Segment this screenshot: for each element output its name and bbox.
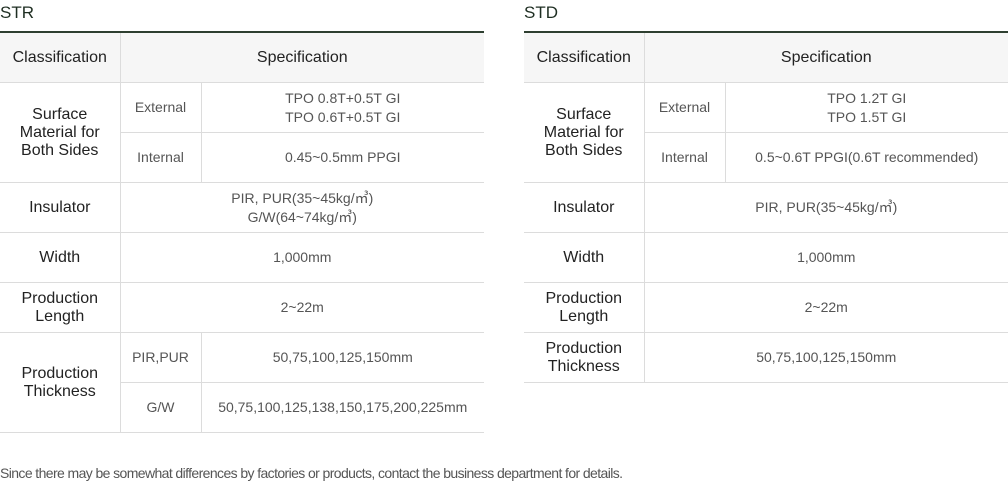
external-label: External [119,82,201,133]
width-label: Width [0,232,120,283]
table-row: G/W 50,75,100,125,138,150,175,200,225mm [0,382,484,433]
gw-label: G/W [119,382,201,433]
production-thickness-label: Production Thickness [0,332,120,433]
surface-material-label: Surface Material for Both Sides [524,82,644,183]
str-panel: STR Classification Specification Surface… [0,0,484,433]
classification-header: Classification [524,33,644,83]
pir-pur-value: 50,75,100,125,150mm [200,332,484,383]
str-spec-table: Classification Specification Surface Mat… [0,33,484,433]
table-row: Insulator PIR, PUR(35~45kg/㎥) [524,182,1008,233]
table-row: Surface Material for Both Sides External… [0,82,484,183]
table-row: Surface Material for Both Sides External… [524,82,1008,183]
table-row: Internal 0.5~0.6T PPGI(0.6T recommended) [524,132,1008,183]
str-title: STR [0,0,484,33]
std-panel: STD Classification Specification Surface… [524,0,1008,383]
insulator-label: Insulator [0,182,120,233]
table-row: Internal 0.45~0.5mm PPGI [0,132,484,183]
classification-header: Classification [0,33,120,83]
surface-material-label: Surface Material for Both Sides [0,82,120,183]
insulator-value: PIR, PUR(35~45kg/㎥) [643,182,1008,233]
external-value: TPO 0.8T+0.5T GI TPO 0.6T+0.5T GI [200,82,484,133]
internal-value: 0.45~0.5mm PPGI [200,132,484,183]
external-value: TPO 1.2T GI TPO 1.5T GI [724,82,1008,133]
gw-value: 50,75,100,125,138,150,175,200,225mm [200,382,484,433]
footnote: Since there may be somewhat differences … [0,465,623,481]
width-value: 1,000mm [643,232,1008,283]
table-row: Insulator PIR, PUR(35~45kg/㎥) G/W(64~74k… [0,182,484,233]
production-length-value: 2~22m [119,282,484,333]
production-length-label: Production Length [524,282,644,333]
table-header-row: Classification Specification [524,33,1008,83]
table-row: Production Length 2~22m [524,282,1008,333]
internal-label: Internal [119,132,201,183]
width-value: 1,000mm [119,232,484,283]
table-header-row: Classification Specification [0,33,484,83]
table-row: Production Length 2~22m [0,282,484,333]
specification-header: Specification [643,33,1008,83]
production-length-value: 2~22m [643,282,1008,333]
external-label: External [643,82,725,133]
internal-value: 0.5~0.6T PPGI(0.6T recommended) [724,132,1008,183]
production-thickness-value: 50,75,100,125,150mm [643,332,1008,383]
std-spec-table: Classification Specification Surface Mat… [524,33,1008,383]
production-thickness-label: Production Thickness [524,332,644,383]
table-row: Width 1,000mm [524,232,1008,283]
pir-pur-label: PIR,PUR [119,332,201,383]
internal-label: Internal [643,132,725,183]
insulator-value: PIR, PUR(35~45kg/㎥) G/W(64~74kg/㎥) [119,182,484,233]
insulator-label: Insulator [524,182,644,233]
std-title: STD [524,0,1008,33]
table-row: Width 1,000mm [0,232,484,283]
production-length-label: Production Length [0,282,120,333]
specification-header: Specification [119,33,484,83]
table-row: Production Thickness 50,75,100,125,150mm [524,332,1008,383]
table-row: Production Thickness PIR,PUR 50,75,100,1… [0,332,484,433]
width-label: Width [524,232,644,283]
